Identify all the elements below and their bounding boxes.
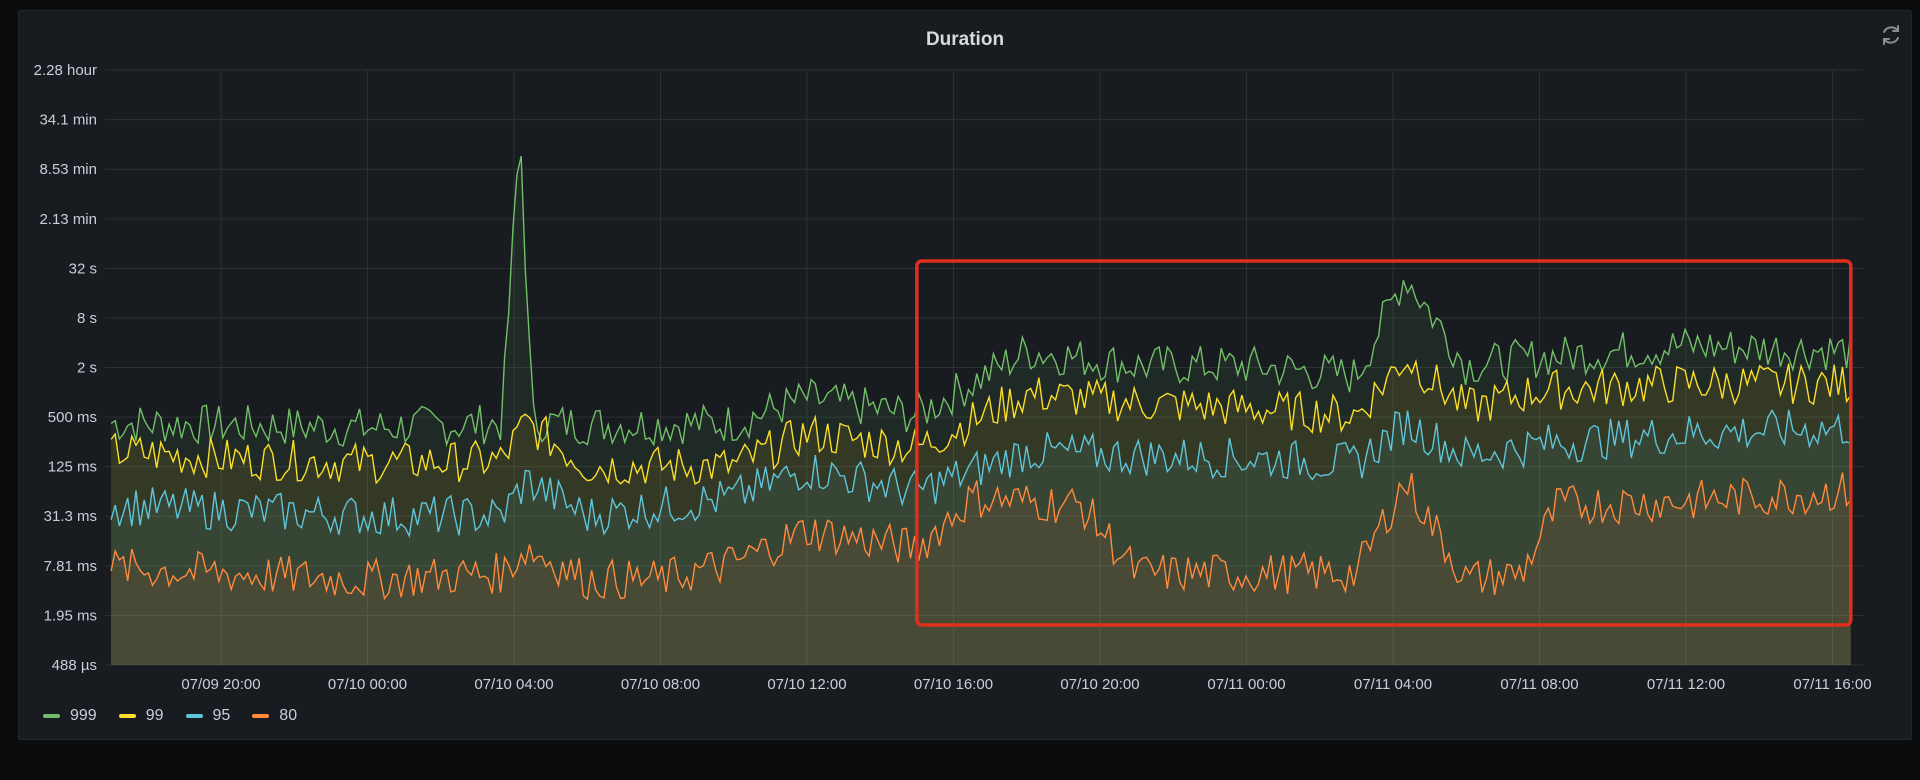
- graph-panel: Duration 999 99 95 80: [18, 10, 1912, 740]
- legend-swatch: [118, 714, 136, 718]
- series-line-999: [110, 155, 1852, 448]
- y-tick-label: 8 s: [77, 310, 97, 327]
- y-tick-label: 2 s: [77, 360, 97, 377]
- series-area-80: [111, 472, 1851, 665]
- legend-item-80[interactable]: 80: [252, 707, 297, 725]
- legend: 999 99 95 80: [43, 707, 297, 725]
- x-tick-label: 07/10 12:00: [767, 676, 846, 693]
- y-tick-label: 31.3 ms: [44, 508, 97, 525]
- x-tick-label: 07/09 20:00: [181, 676, 260, 693]
- y-tick-label: 125 ms: [48, 459, 97, 476]
- legend-label: 80: [279, 707, 298, 724]
- y-tick-label: 2.13 min: [39, 211, 97, 228]
- x-tick-label: 07/10 00:00: [328, 676, 407, 693]
- x-tick-label: 07/10 04:00: [474, 676, 553, 693]
- x-tick-label: 07/10 08:00: [621, 676, 700, 693]
- x-tick-label: 07/10 20:00: [1060, 676, 1139, 693]
- legend-label: 999: [70, 707, 97, 724]
- legend-item-95[interactable]: 95: [185, 707, 231, 725]
- y-tick-label: 34.1 min: [39, 112, 97, 129]
- x-tick-label: 07/11 08:00: [1500, 676, 1578, 693]
- x-tick-label: 07/11 00:00: [1207, 676, 1285, 693]
- x-tick-label: 07/11 04:00: [1354, 676, 1432, 693]
- y-tick-label: 1.95 ms: [44, 607, 97, 624]
- y-tick-label: 7.81 ms: [44, 558, 97, 575]
- panel-title: Duration: [925, 29, 1005, 50]
- series-line-80: [110, 472, 1852, 601]
- refresh-icon[interactable]: [1879, 23, 1903, 47]
- y-tick-label: 2.28 hour: [34, 62, 97, 79]
- series-area-999: [111, 156, 1851, 665]
- legend-item-99[interactable]: 99: [118, 707, 164, 725]
- x-tick-label: 07/11 12:00: [1647, 676, 1725, 693]
- y-tick-label: 32 s: [69, 260, 97, 277]
- series-line-99: [110, 358, 1852, 485]
- x-tick-label: 07/10 16:00: [914, 676, 993, 693]
- legend-label: 95: [212, 707, 231, 724]
- legend-swatch: [43, 714, 60, 718]
- series-line-95: [110, 409, 1852, 539]
- legend-label: 99: [145, 707, 164, 724]
- y-tick-label: 488 µs: [52, 657, 97, 674]
- legend-swatch: [252, 714, 270, 718]
- highlight-box: [915, 259, 1853, 627]
- y-tick-label: 500 ms: [48, 409, 97, 426]
- x-tick-label: 07/11 16:00: [1793, 676, 1871, 693]
- y-tick-label: 8.53 min: [39, 161, 97, 178]
- series-area-95: [111, 409, 1851, 665]
- legend-item-999[interactable]: 999: [43, 707, 97, 725]
- legend-swatch: [185, 714, 203, 718]
